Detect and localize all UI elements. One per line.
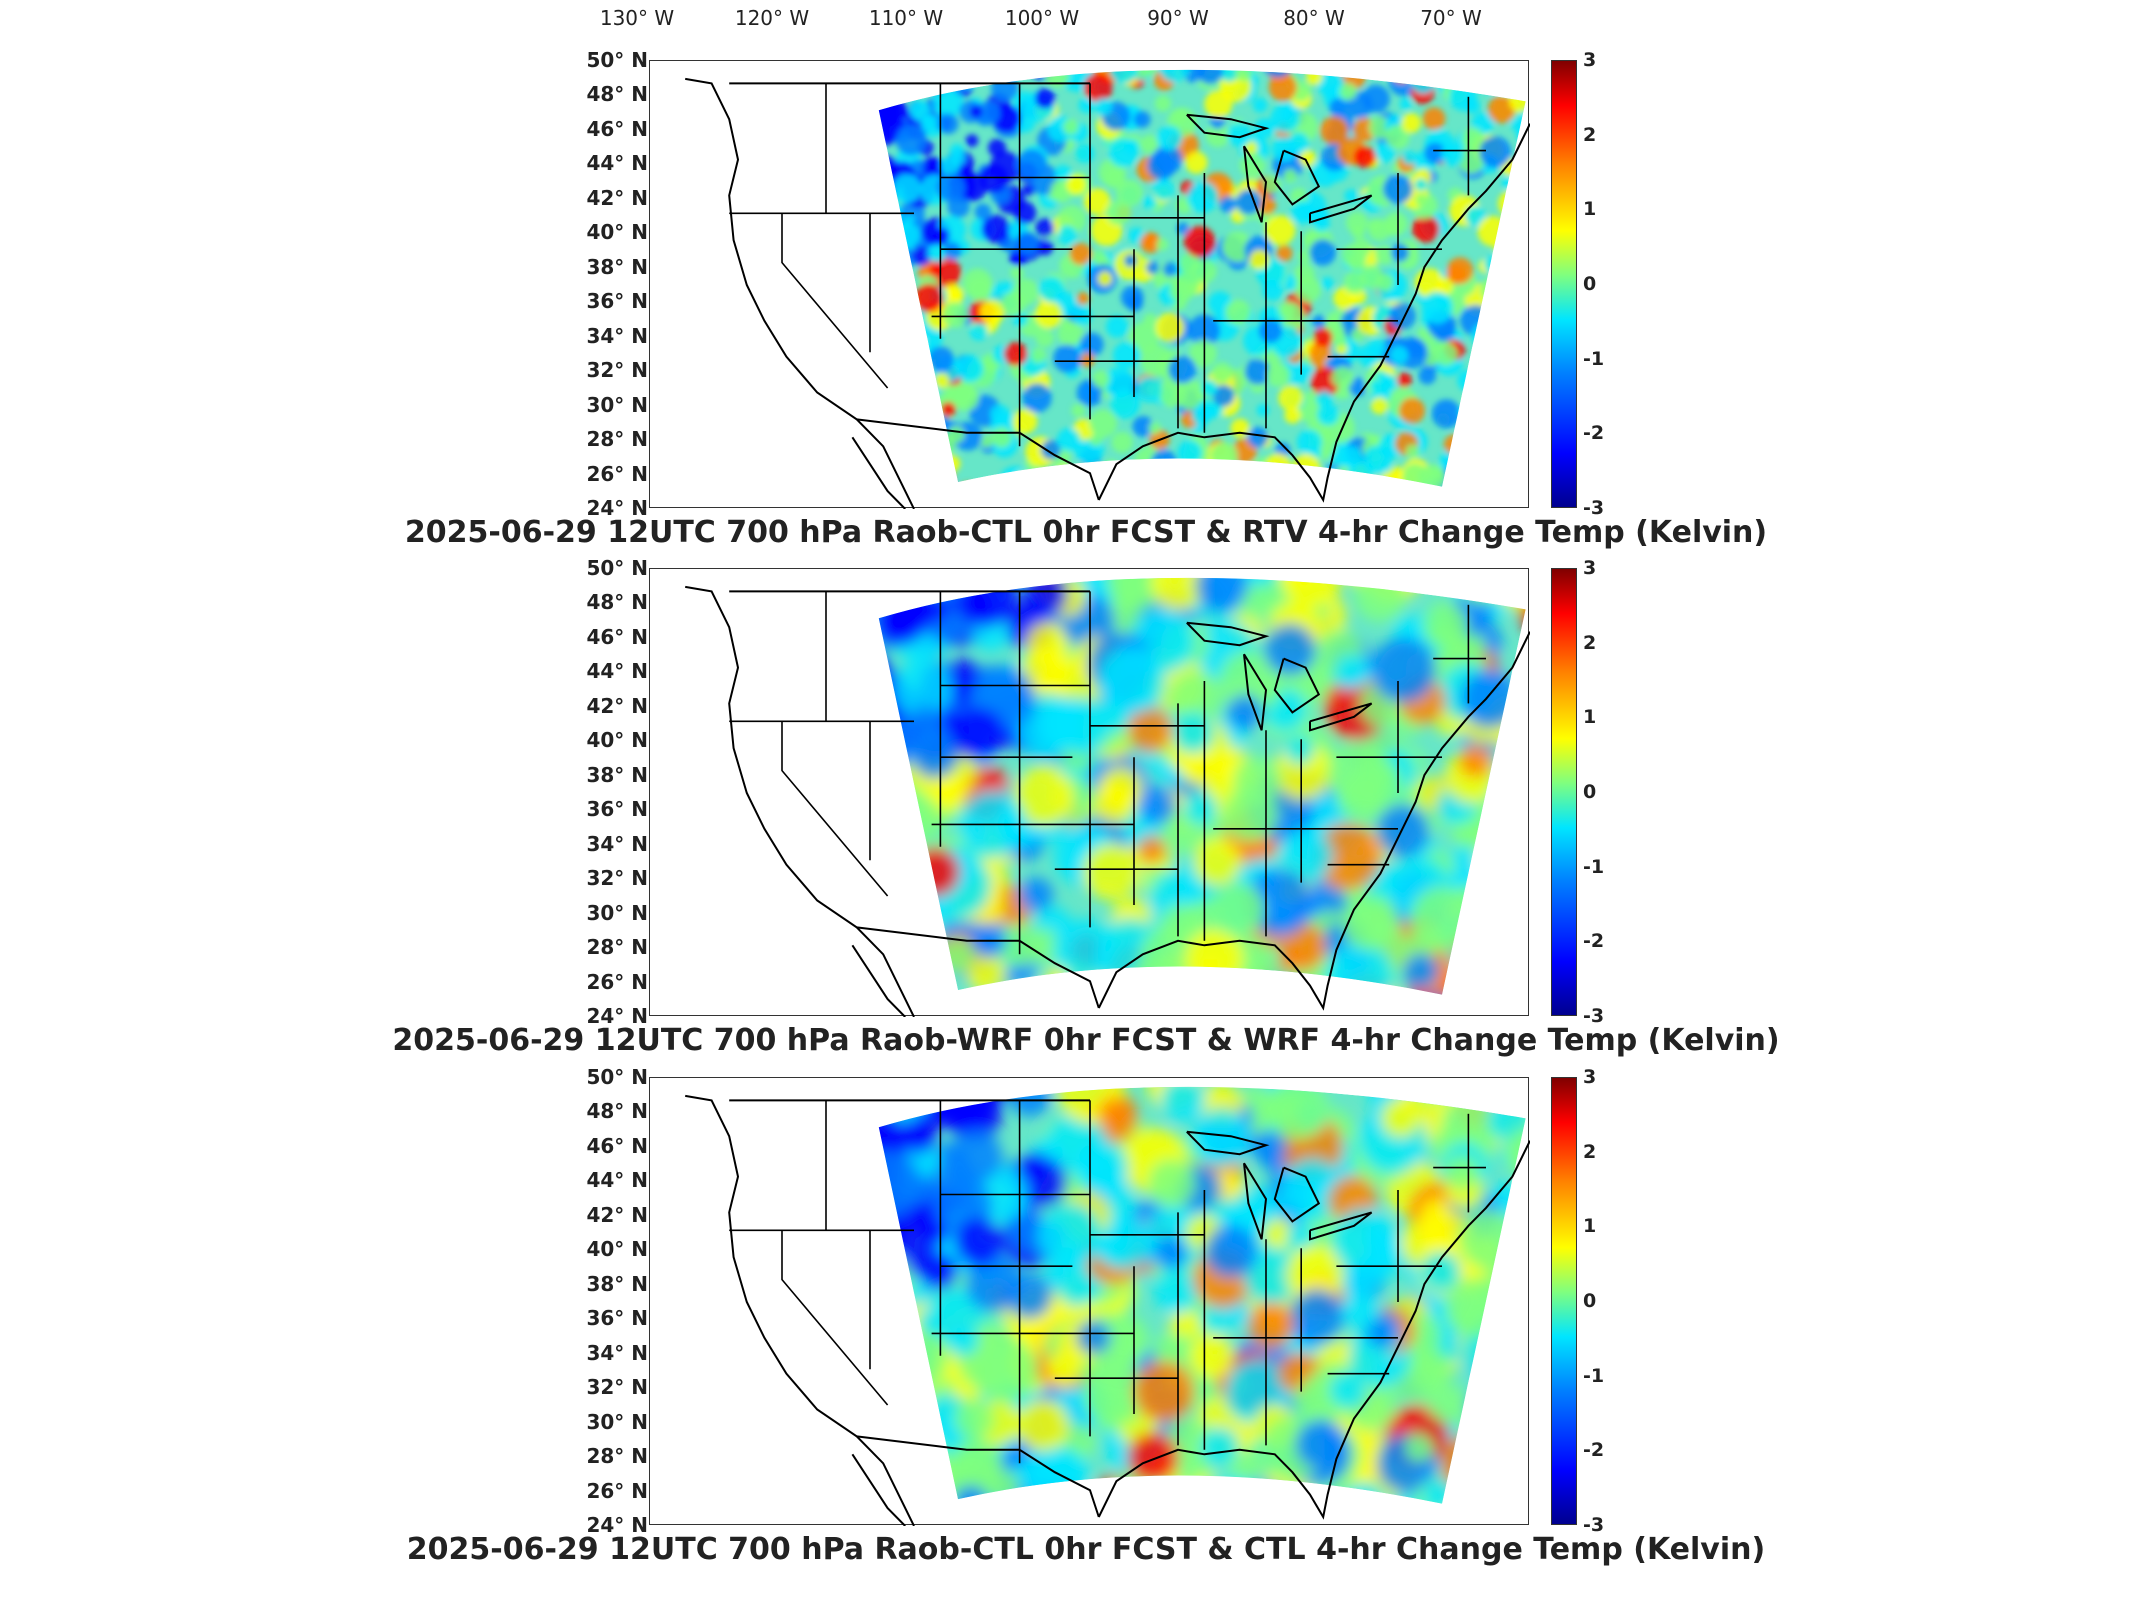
temperature-field: [878, 1086, 1526, 1504]
colorbar-tick-label: -1: [1583, 1364, 1605, 1387]
latitude-label: 34° N: [586, 1340, 648, 1365]
state-boundaries: [685, 585, 1530, 1017]
latitude-label: 38° N: [586, 254, 648, 279]
latitude-label: 48° N: [586, 590, 648, 615]
latitude-label: 40° N: [586, 1237, 648, 1262]
panel-title: 2025-06-29 12UTC 700 hPa Raob-WRF 0hr FC…: [392, 1023, 1780, 1058]
colorbar-tick-label: -2: [1583, 930, 1605, 953]
latitude-label: 38° N: [586, 762, 648, 787]
longitude-label: 130° W: [599, 6, 675, 30]
latitude-label: 28° N: [586, 427, 648, 452]
latitude-label: 26° N: [586, 969, 648, 994]
latitude-label: 42° N: [586, 693, 648, 718]
latitude-label: 36° N: [586, 289, 648, 314]
longitude-label: 70° W: [1420, 6, 1482, 30]
longitude-label: 120° W: [734, 6, 810, 30]
colorbar-tick-label: 3: [1583, 49, 1597, 71]
latitude-label: 26° N: [586, 461, 648, 486]
map-panel: [649, 1077, 1530, 1526]
colorbar-tick-label: -1: [1583, 855, 1605, 878]
latitude-label: 44° N: [586, 151, 648, 176]
latitude-label: 46° N: [586, 1133, 648, 1158]
map-svg: [685, 69, 1530, 509]
panel-title: 2025-06-29 12UTC 700 hPa Raob-CTL 0hr FC…: [404, 515, 1768, 550]
colorbar-tick-label: 0: [1583, 273, 1597, 295]
latitude-label: 30° N: [586, 392, 648, 417]
latitude-label: 40° N: [586, 220, 648, 245]
panel-title: 2025-06-29 12UTC 700 hPa Raob-CTL 0hr FC…: [406, 1532, 1766, 1567]
colorbar-tick-label: 1: [1583, 198, 1597, 221]
colorbar-tick-label: 1: [1583, 1215, 1597, 1238]
colorbar-tick-label: -2: [1583, 1439, 1605, 1462]
latitude-label: 44° N: [586, 659, 648, 684]
map-svg: [685, 1086, 1530, 1526]
latitude-label: 48° N: [586, 1099, 648, 1124]
map-panel: [649, 60, 1530, 509]
latitude-label: 30° N: [586, 900, 648, 925]
latitude-label: 38° N: [586, 1271, 648, 1296]
latitude-label: 46° N: [586, 624, 648, 649]
colorbar-tick-label: 1: [1583, 706, 1597, 729]
colorbar-tick-label: 2: [1583, 631, 1597, 654]
latitude-label: 28° N: [586, 935, 648, 960]
colorbar-tick-label: -3: [1583, 497, 1605, 519]
colorbar-tick-label: 3: [1583, 557, 1597, 579]
latitude-label: 32° N: [586, 358, 648, 383]
latitude-label: 24° N: [586, 1513, 648, 1537]
latitude-label: 32° N: [586, 866, 648, 891]
colorbar-tick-label: -3: [1583, 1005, 1605, 1027]
longitude-label: 100° W: [1004, 6, 1080, 30]
latitude-label: 36° N: [586, 797, 648, 822]
latitude-label: 24° N: [586, 496, 648, 520]
latitude-label: 34° N: [586, 831, 648, 856]
latitude-label: 48° N: [586, 82, 648, 107]
latitude-label: 36° N: [586, 1306, 648, 1331]
latitude-label: 40° N: [586, 728, 648, 753]
latitude-label: 24° N: [586, 1004, 648, 1028]
latitude-label: 42° N: [586, 185, 648, 210]
colorbar: [1551, 568, 1577, 1016]
colorbar: [1551, 60, 1577, 508]
colorbar-tick-label: 3: [1583, 1066, 1597, 1088]
latitude-label: 50° N: [586, 48, 648, 72]
latitude-label: 44° N: [586, 1168, 648, 1193]
colorbar-tick-label: -2: [1583, 422, 1605, 445]
state-boundaries: [685, 1094, 1530, 1526]
longitude-label: 80° W: [1283, 6, 1345, 30]
colorbar-tick-label: 0: [1583, 781, 1597, 803]
latitude-label: 46° N: [586, 116, 648, 141]
map-panel: [649, 568, 1530, 1017]
colorbar: [1551, 1077, 1577, 1525]
latitude-label: 28° N: [586, 1444, 648, 1469]
latitude-label: 26° N: [586, 1478, 648, 1503]
state-boundaries: [685, 77, 1530, 509]
colorbar-tick-label: 2: [1583, 1140, 1597, 1163]
temperature-field: [878, 69, 1526, 487]
longitude-label: 110° W: [868, 6, 944, 30]
map-svg: [685, 577, 1530, 1017]
colorbar-tick-label: -3: [1583, 1514, 1605, 1536]
latitude-label: 34° N: [586, 323, 648, 348]
latitude-label: 42° N: [586, 1202, 648, 1227]
latitude-label: 32° N: [586, 1375, 648, 1400]
latitude-label: 50° N: [586, 1065, 648, 1089]
latitude-label: 50° N: [586, 556, 648, 580]
colorbar-tick-label: 0: [1583, 1290, 1597, 1312]
temperature-field: [878, 577, 1526, 995]
latitude-label: 30° N: [586, 1409, 648, 1434]
longitude-label: 90° W: [1147, 6, 1209, 30]
colorbar-tick-label: -1: [1583, 347, 1605, 370]
colorbar-tick-label: 2: [1583, 123, 1597, 146]
